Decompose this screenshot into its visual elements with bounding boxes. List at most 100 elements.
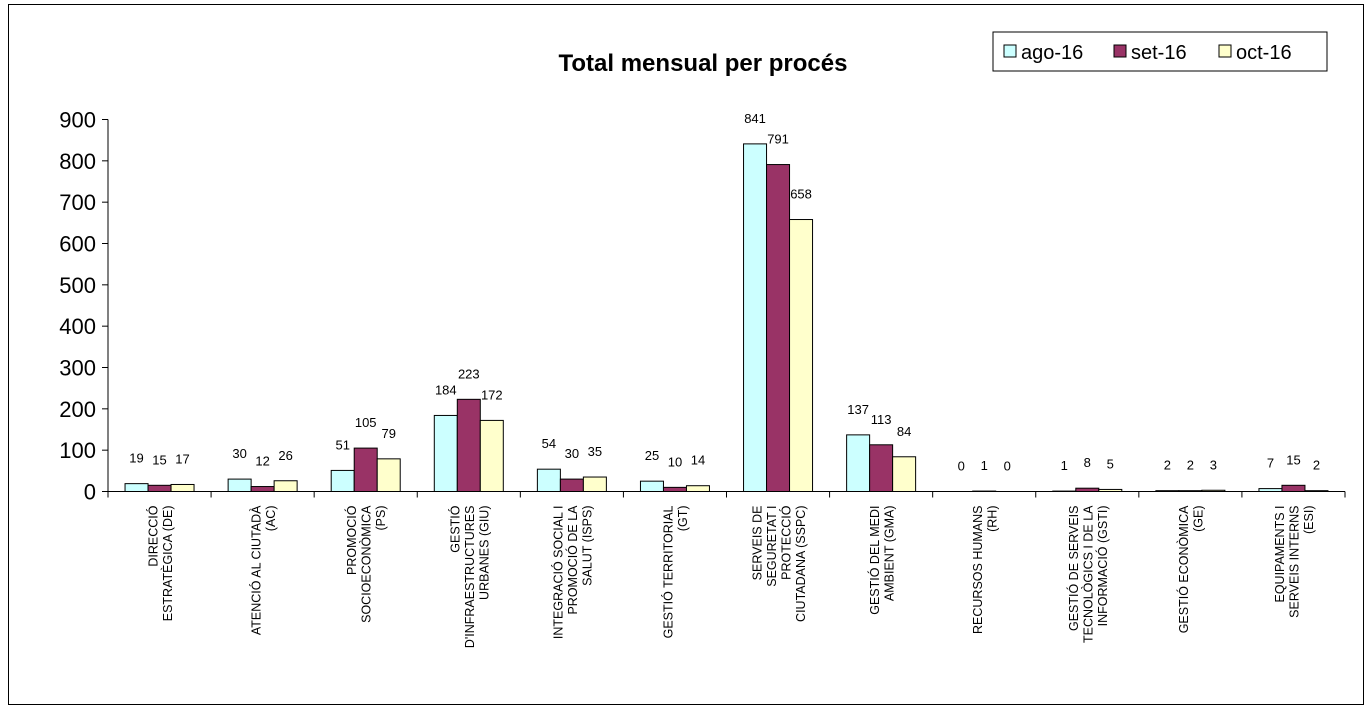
x-category-line: (GT) — [676, 506, 690, 532]
legend-label: oct-16 — [1236, 42, 1292, 64]
x-category-line: GESTIÓ DEL MEDI — [867, 506, 882, 615]
data-label: 15 — [1286, 452, 1300, 467]
data-label: 30 — [232, 446, 246, 461]
data-label: 2 — [1187, 458, 1194, 473]
y-tick-label: 0 — [84, 480, 96, 505]
bar-ago-16-7 — [846, 434, 871, 492]
x-category-line: (PS) — [374, 506, 388, 531]
data-label: 184 — [435, 382, 457, 397]
data-label: 1 — [1061, 458, 1068, 473]
bar-ago-16-2 — [330, 469, 355, 493]
legend-label: set-16 — [1131, 42, 1187, 64]
data-label: 30 — [565, 446, 579, 461]
x-tick-labels: DIRECCIÓ ESTRATÈGICA (DE) ATENCIÓ AL CIUTA… — [145, 505, 1316, 648]
data-label: 14 — [691, 453, 705, 468]
bar-oct-16-10 — [1201, 489, 1226, 493]
data-label: 1 — [981, 458, 988, 473]
bar-oct-16-3 — [479, 419, 504, 493]
data-label: 137 — [847, 402, 869, 417]
x-axis — [107, 491, 1346, 498]
x-category-line: INFORMACIÓ (GSTI) — [1095, 506, 1110, 627]
x-category-line: SOCIOECONÒMICA — [359, 505, 374, 623]
x-category-line: ATENCIÓ AL CIUTADÀ — [248, 505, 263, 635]
x-category-line: SERVEIS INTERNS — [1287, 506, 1301, 618]
bar-ago-16-0 — [124, 483, 149, 493]
data-label: 113 — [871, 412, 892, 427]
data-label: 0 — [1004, 459, 1011, 474]
x-category-line: (AC) — [264, 506, 278, 532]
x-category-line: INTEGRACIÓ SOCIAL I — [550, 506, 565, 640]
x-category-line: SEGURETAT I — [765, 506, 779, 587]
x-category-line: EQUIPAMENTS I — [1273, 506, 1287, 603]
data-label: 35 — [588, 444, 602, 459]
bar-set-16-1 — [250, 486, 275, 493]
x-category-line: SERVEIS DE — [750, 506, 764, 581]
bar-set-16-0 — [147, 484, 172, 492]
data-label: 10 — [668, 454, 682, 469]
x-category-line: PROMOCIÓ DE LA — [565, 505, 580, 615]
data-label: 223 — [458, 366, 480, 381]
x-category-line: AMBIENT (GMA) — [882, 506, 896, 602]
data-label: 2 — [1313, 458, 1320, 473]
bar-set-16-4 — [559, 478, 584, 493]
bar-set-16-9 — [1075, 487, 1100, 492]
x-category-line: (GE) — [1192, 506, 1206, 532]
x-category-line: DIRECCIÓ — [145, 505, 160, 566]
data-label: 79 — [381, 426, 395, 441]
x-category-label: GESTIÓ DE SERVEIS TECNOLÒGICS I DE LA INFO… — [1066, 505, 1110, 643]
bar-set-16-10 — [1178, 490, 1203, 493]
x-category-line: PROMOCIÓ — [344, 505, 359, 575]
x-category-line: GESTIÓ DE SERVEIS — [1066, 506, 1081, 632]
data-label: 51 — [335, 437, 349, 452]
data-label: 2 — [1164, 458, 1171, 473]
bar-oct-16-5 — [685, 485, 710, 493]
bar-ago-16-10 — [1155, 490, 1180, 493]
x-category-line: ESTRATÈGICA (DE) — [160, 506, 175, 622]
data-label: 841 — [744, 111, 766, 126]
data-label: 8 — [1084, 455, 1091, 470]
bar-set-16-5 — [662, 486, 687, 493]
y-tick-label: 600 — [59, 232, 96, 257]
chart-title: Total mensual per procés — [559, 50, 848, 77]
legend: ago-16 set-16 oct-16 — [992, 31, 1328, 72]
bars — [124, 143, 1329, 493]
y-tick-label: 700 — [59, 190, 96, 215]
data-label: 172 — [481, 387, 503, 402]
legend-label: ago-16 — [1021, 42, 1083, 64]
bar-oct-16-2 — [376, 458, 401, 493]
x-category-line: SALUT (ISPS) — [580, 506, 594, 586]
bar-oct-16-9 — [1098, 488, 1123, 492]
y-tick-label: 900 — [59, 108, 96, 133]
data-label: 658 — [790, 187, 812, 202]
bar-ago-16-11 — [1258, 488, 1283, 492]
data-label: 12 — [255, 454, 269, 469]
x-category-line: (ESI) — [1302, 506, 1316, 534]
chart-frame: Total mensual per procés ago-16 set-16 oct… — [8, 4, 1364, 705]
x-category-label: GESTIÓ TERRITORIAL (GT) — [661, 505, 691, 638]
x-category-line: (RH) — [985, 506, 999, 532]
legend-box — [992, 31, 1328, 72]
y-axis: 0 100 200 300 400 500 600 700 800 900 — [59, 108, 109, 505]
bar-ago-16-4 — [536, 468, 561, 492]
x-category-line: GESTIÓ ECONÒMICA — [1176, 505, 1191, 633]
x-category-label: INTEGRACIÓ SOCIAL I PROMOCIÓ DE LA SALUT (… — [550, 505, 594, 639]
bar-ago-16-1 — [227, 478, 252, 493]
legend-swatch-ago-16 — [1003, 44, 1017, 58]
y-tick-label: 300 — [59, 356, 96, 381]
bar-oct-16-7 — [892, 456, 917, 492]
legend-swatch-oct-16 — [1218, 44, 1232, 58]
x-category-label: ATENCIÓ AL CIUTADÀ (AC) — [248, 505, 278, 635]
bar-ago-16-5 — [639, 480, 664, 492]
data-label: 3 — [1210, 457, 1217, 472]
y-tick-label: 500 — [59, 273, 96, 298]
bar-set-16-11 — [1281, 484, 1306, 492]
x-category-line: URBANES (GIU) — [477, 506, 491, 600]
bar-oct-16-0 — [170, 483, 195, 492]
x-category-label: GESTIÓ ECONÒMICA (GE) — [1176, 505, 1206, 633]
x-category-label: EQUIPAMENTS I SERVEIS INTERNS (ESI) — [1273, 506, 1316, 618]
data-label: 15 — [152, 452, 166, 467]
legend-swatch-set-16 — [1113, 44, 1127, 58]
x-category-line: GESTIÓ TERRITORIAL — [661, 505, 676, 638]
data-label: 5 — [1107, 456, 1114, 471]
